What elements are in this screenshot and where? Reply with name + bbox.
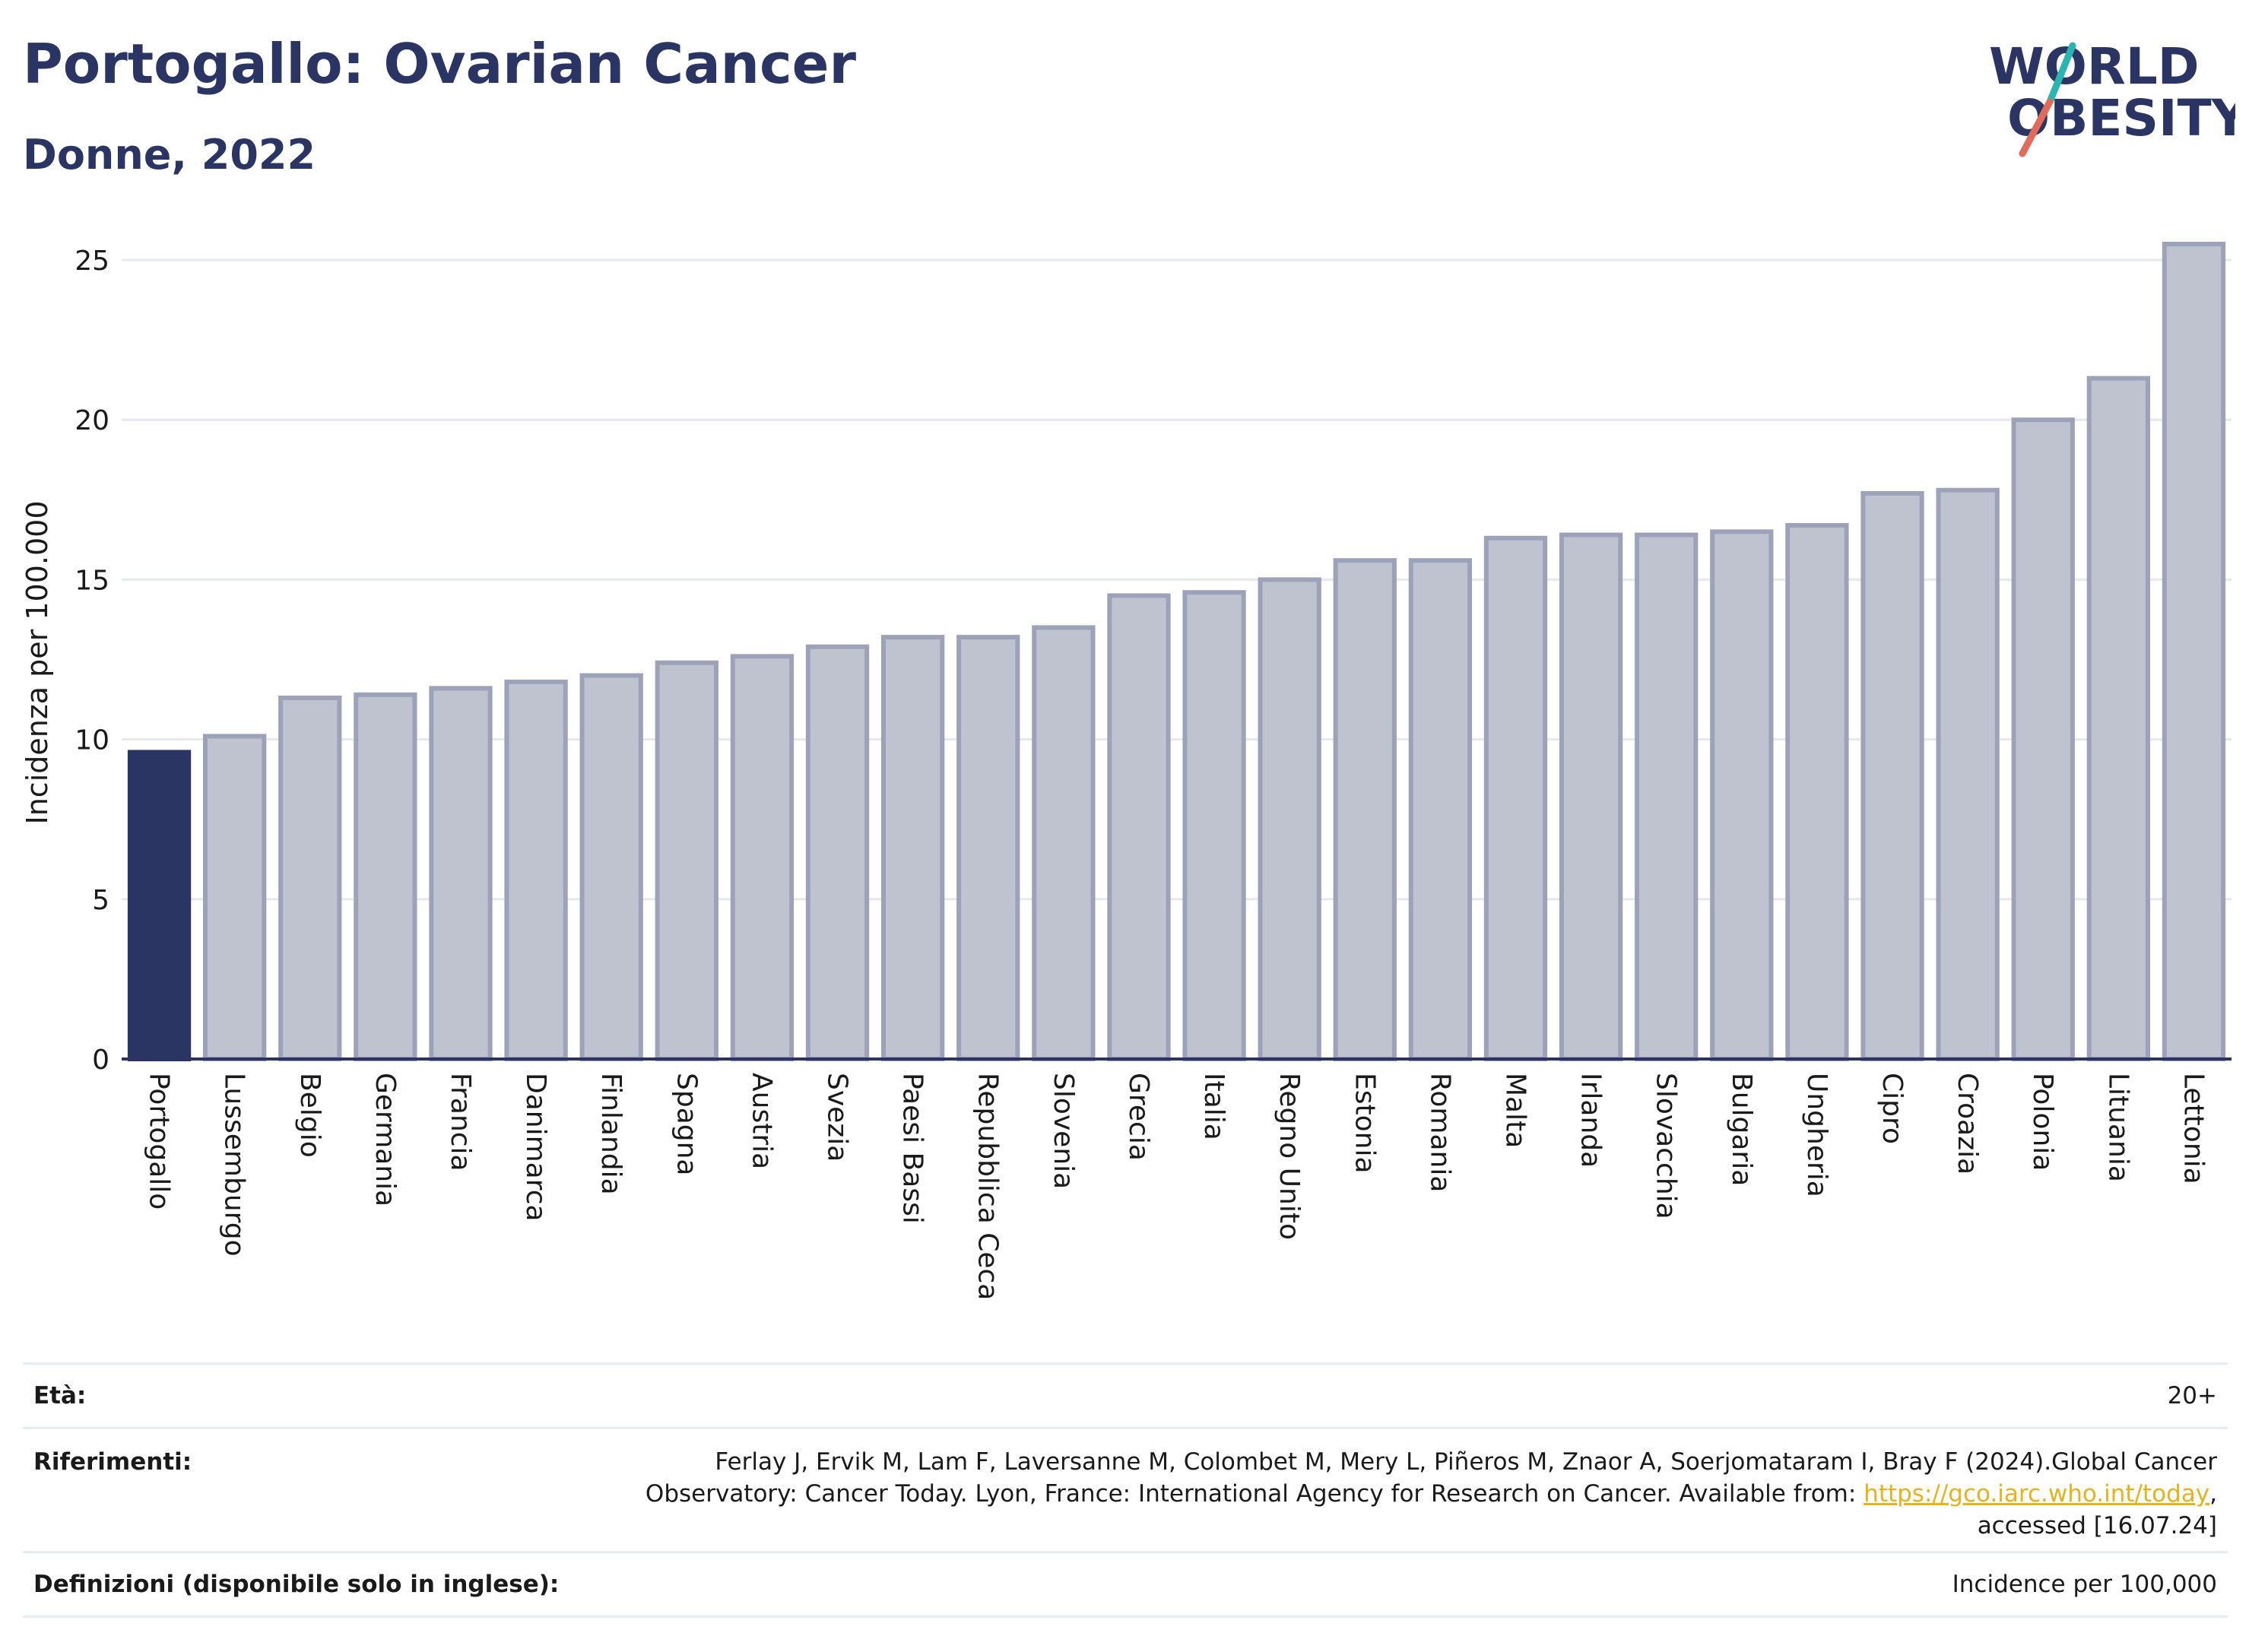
bar-irlanda [1559, 532, 1623, 1061]
x-tick-label: Ungheria [1801, 1073, 1832, 1197]
definitions-label: Definizioni (disponibile solo in inglese… [33, 1571, 560, 1598]
chart-subtitle: Donne, 2022 [23, 131, 316, 179]
references-line2: Observatory: Cancer Today. Lyon, France:… [645, 1480, 1864, 1508]
bar-regno-unito [1258, 577, 1321, 1061]
bar-polonia [2011, 417, 2075, 1061]
bar-finlandia [579, 673, 643, 1061]
x-tick-label: Malta [1499, 1073, 1531, 1148]
bar-chart: 0 5 10 15 20 25 Portogallo Lussemburgo Belgio Ge… [21, 242, 2232, 1300]
bar-romania [1408, 558, 1473, 1061]
x-tick-label: Estonia [1349, 1073, 1380, 1174]
x-tick-labels: Portogallo Lussemburgo Belgio Germania Franc… [144, 1073, 2209, 1300]
x-tick-label: Slovenia [1048, 1073, 1079, 1189]
footer-age-row: Età: 20+ [23, 1362, 2228, 1427]
x-tick-label: Germania [370, 1073, 401, 1206]
logo-line2: OBESITY [2007, 89, 2235, 147]
x-tick-label: Svezia [822, 1073, 853, 1162]
bar-bulgaria [1710, 529, 1774, 1061]
bars [127, 242, 2226, 1062]
y-tick-label: 0 [92, 1045, 109, 1076]
bar-croazia [1936, 487, 2000, 1061]
x-tick-label: Spagna [671, 1073, 702, 1176]
footer-definitions-row: Definizioni (disponibile solo in inglese… [23, 1551, 2228, 1618]
bar-paesi-bassi [880, 635, 945, 1061]
chart-footer: Età: 20+ Riferimenti: Ferlay J, Ervik M,… [23, 1362, 2228, 1618]
x-tick-label: Lettonia [2178, 1073, 2209, 1184]
bar-repubblica-ceca [956, 635, 1020, 1061]
bar-portogallo [127, 750, 192, 1062]
bar-italia [1182, 590, 1246, 1061]
x-tick-label: Portogallo [144, 1073, 175, 1210]
bar-lettonia [2162, 242, 2226, 1061]
x-tick-label: Grecia [1123, 1073, 1154, 1161]
bar-germania [354, 692, 417, 1061]
bar-malta [1483, 535, 1548, 1061]
x-tick-label: Slovacchia [1651, 1073, 1682, 1219]
references-label: Riferimenti: [33, 1448, 192, 1476]
x-tick-label: Lussemburgo [219, 1073, 250, 1257]
x-tick-label: Danimarca [520, 1073, 551, 1222]
references-link[interactable]: https://gco.iarc.who.int/today [1864, 1480, 2210, 1508]
x-tick-label: Polonia [2027, 1073, 2058, 1171]
footer-references-row: Riferimenti: Ferlay J, Ervik M, Lam F, L… [23, 1427, 2228, 1551]
bar-slovenia [1032, 625, 1096, 1061]
bar-svezia [805, 644, 870, 1061]
x-tick-label: Paesi Bassi [897, 1073, 928, 1224]
y-tick-label: 20 [75, 405, 109, 436]
x-tick-label: Regno Unito [1274, 1073, 1305, 1240]
bar-lussemburgo [203, 734, 267, 1062]
y-tick-label: 10 [75, 725, 109, 756]
x-tick-label: Finlandia [595, 1073, 626, 1195]
references-text: Ferlay J, Ervik M, Lam F, Laversanne M, … [646, 1446, 2217, 1551]
y-tick-label: 25 [75, 246, 109, 277]
y-axis-label: Incidenza per 100.000 [21, 501, 54, 825]
logo-slash-teal [2046, 42, 2076, 106]
definitions-value: Incidence per 100,000 [1952, 1571, 2217, 1598]
bar-belgio [278, 695, 342, 1061]
bar-lituania [2086, 376, 2150, 1062]
x-tick-label: Cipro [1876, 1073, 1908, 1144]
y-tick-label: 5 [92, 885, 109, 916]
bar-slovacchia [1635, 532, 1699, 1061]
x-tick-label: Bulgaria [1726, 1073, 1757, 1186]
x-tick-label: Irlanda [1575, 1073, 1607, 1168]
age-value: 20+ [2167, 1382, 2217, 1409]
y-tick-labels: 0 5 10 15 20 25 [75, 246, 109, 1076]
x-tick-label: Austria [746, 1073, 777, 1169]
bar-ungheria [1785, 522, 1849, 1061]
bar-francia [429, 686, 493, 1061]
references-comma: , [2209, 1480, 2217, 1508]
x-tick-label: Italia [1198, 1073, 1229, 1140]
x-tick-label: Croazia [1952, 1073, 1983, 1175]
y-tick-label: 15 [75, 565, 109, 596]
x-tick-label: Francia [445, 1073, 476, 1172]
world-obesity-logo: WORLD OBESITY [1989, 37, 2235, 157]
bar-spagna [655, 660, 718, 1061]
logo-slash-coral [2019, 98, 2054, 157]
references-line3: accessed [16.07.24] [1977, 1512, 2217, 1539]
x-tick-label: Belgio [294, 1073, 325, 1158]
bar-grecia [1107, 593, 1171, 1061]
bar-cipro [1860, 490, 1924, 1061]
bar-estonia [1333, 558, 1397, 1061]
chart-title: Portogallo: Ovarian Cancer [23, 32, 856, 96]
x-tick-label: Romania [1424, 1073, 1455, 1192]
x-tick-label: Repubblica Ceca [972, 1073, 1004, 1300]
x-tick-label: Lituania [2102, 1073, 2133, 1182]
bar-austria [730, 654, 795, 1061]
age-label: Età: [33, 1382, 87, 1409]
references-line1: Ferlay J, Ervik M, Lam F, Laversanne M, … [715, 1448, 2217, 1476]
logo-line1: WORLD [1989, 37, 2200, 96]
bar-danimarca [504, 679, 568, 1061]
